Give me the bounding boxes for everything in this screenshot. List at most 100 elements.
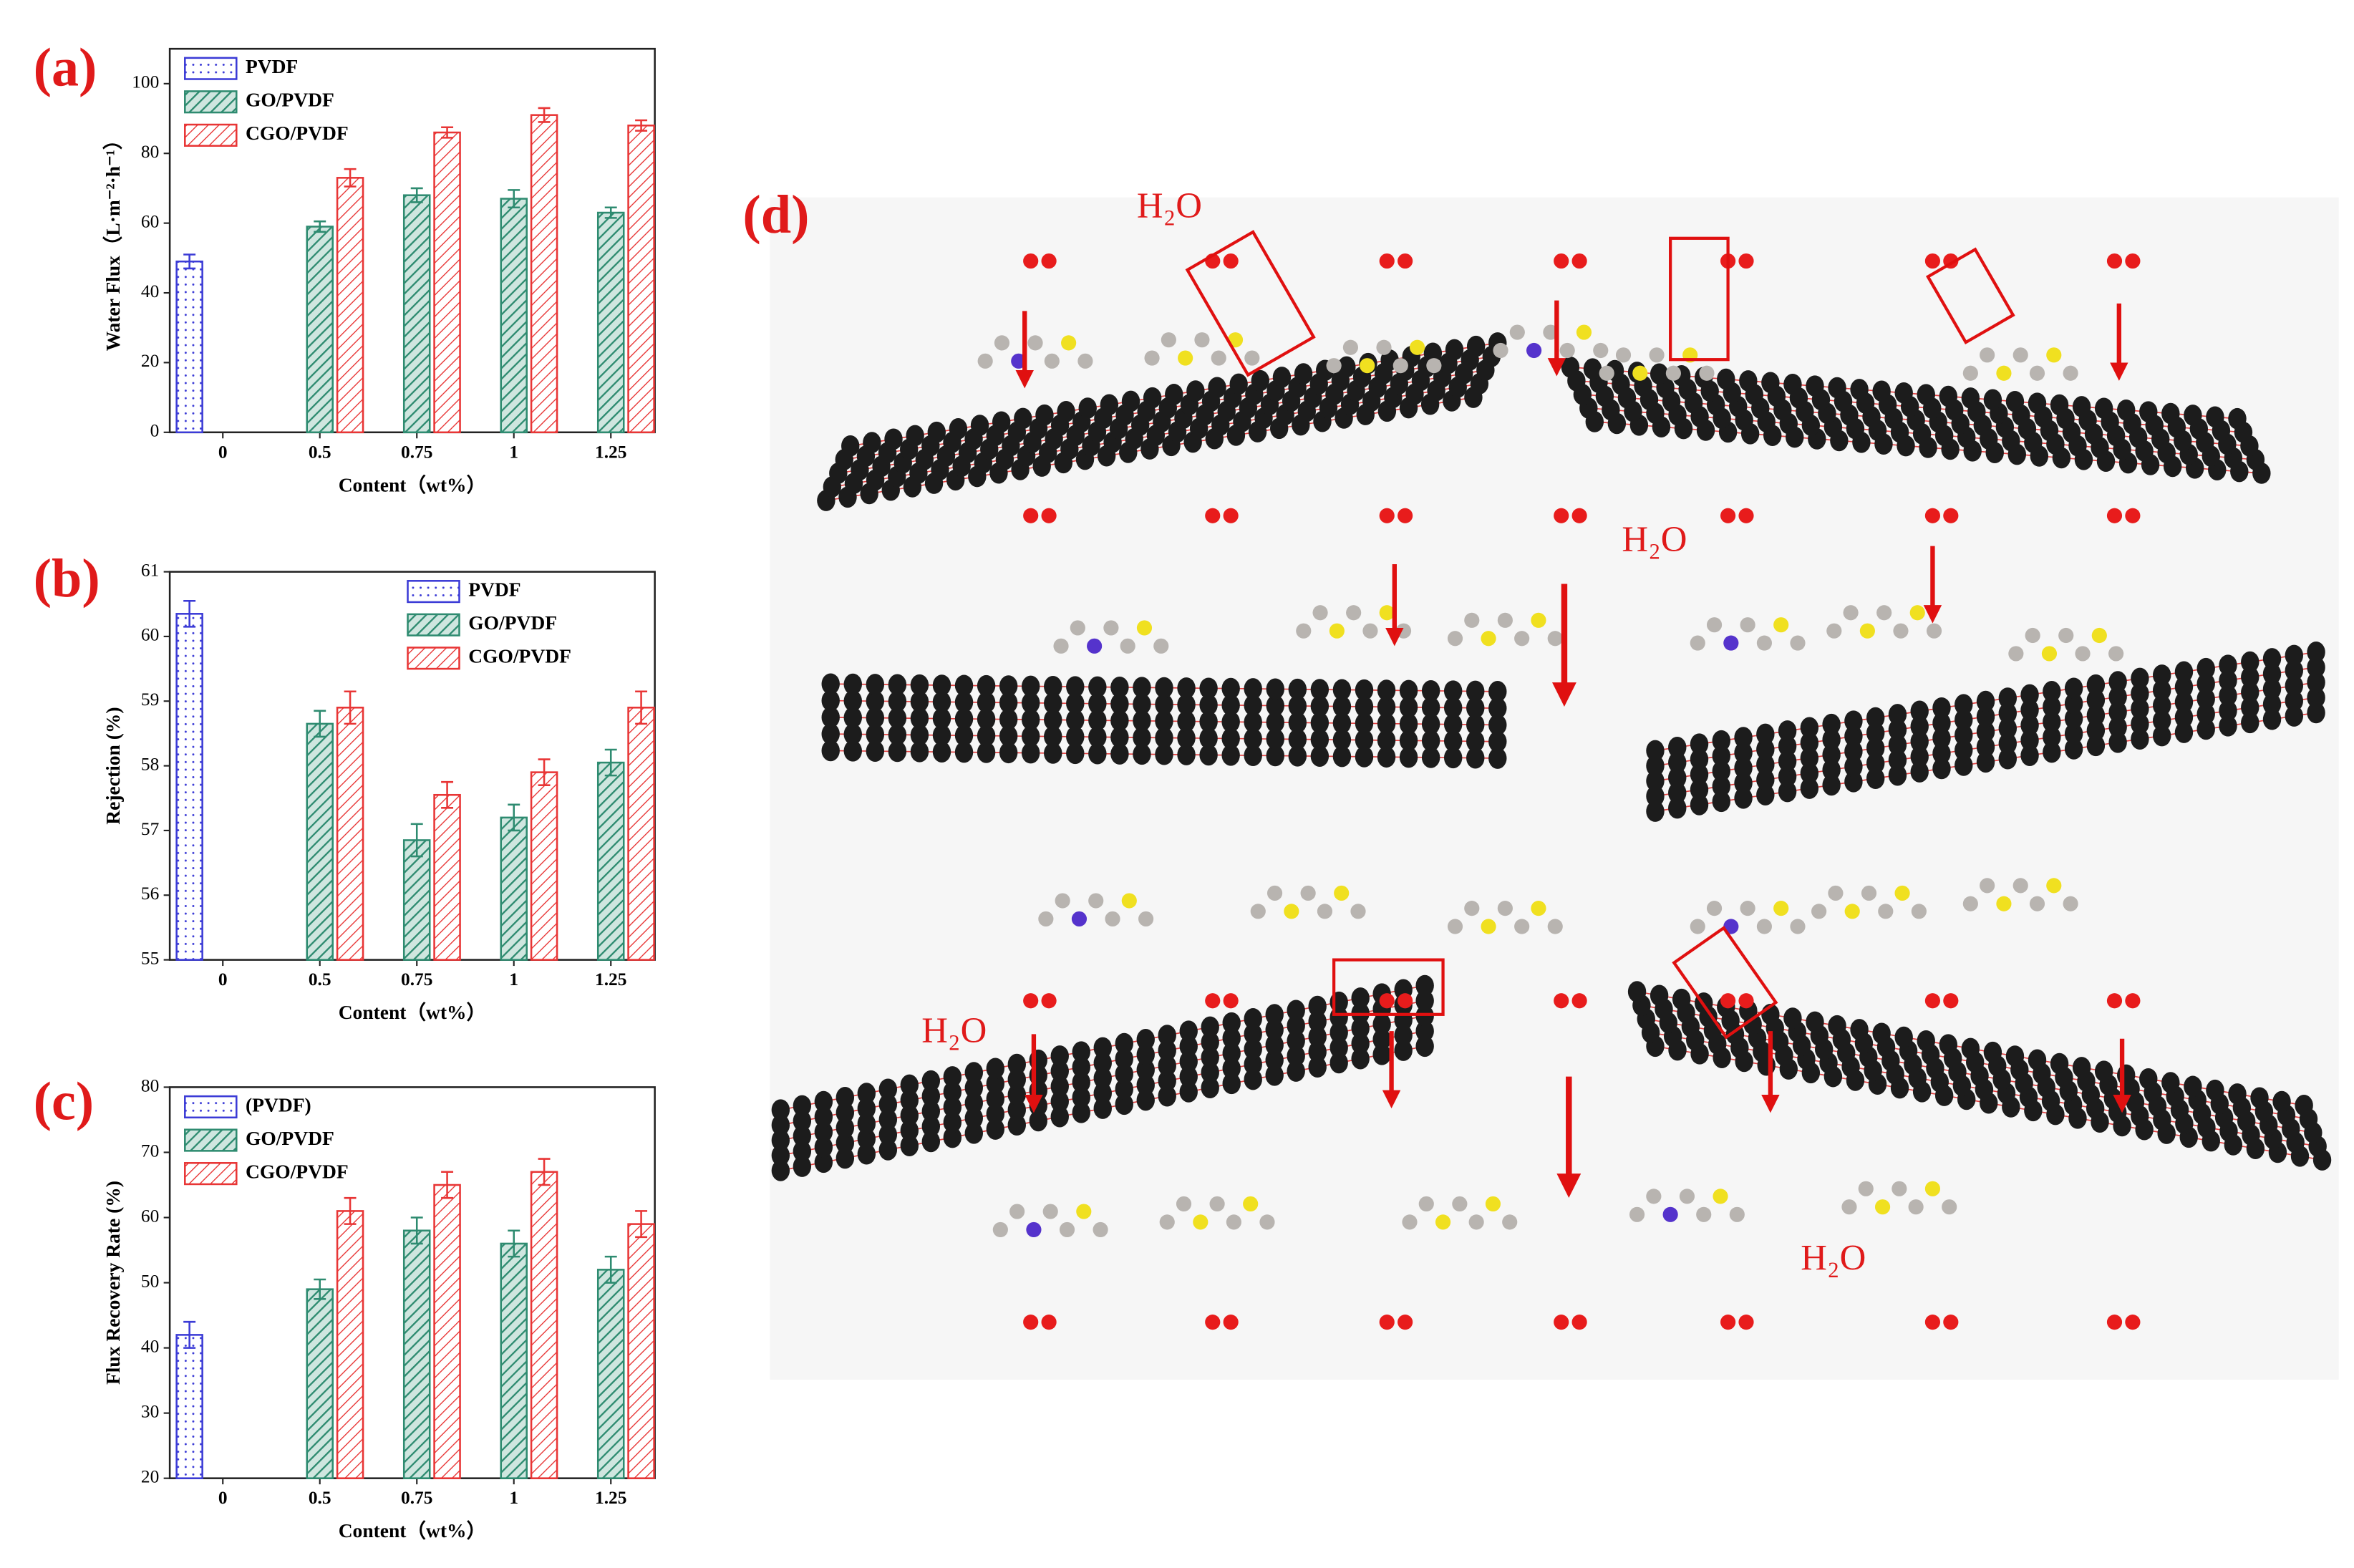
carbon-atom: [2262, 663, 2282, 684]
y-axis-label: Flux Recovery Rate (%): [102, 1181, 124, 1385]
error-bar: [314, 710, 326, 738]
panel-label: (c): [34, 1071, 95, 1131]
carbon-atom: [1265, 1064, 1284, 1086]
carbon-atom: [1415, 989, 1434, 1012]
carbon-atom: [986, 1088, 1004, 1110]
carbon-atom: [2196, 657, 2215, 679]
water-molecule: [1720, 993, 1736, 1009]
carbon-atom: [857, 1098, 876, 1120]
molecule-atom: [1980, 878, 1995, 894]
carbon-atom: [771, 1129, 790, 1151]
carbon-atom: [1690, 733, 1709, 755]
molecule-atom: [1826, 623, 1842, 639]
molecule-atom: [1194, 332, 1210, 348]
carbon-atom: [2241, 666, 2259, 688]
carbon-atom: [2228, 407, 2247, 430]
molecule-atom: [1844, 904, 1860, 919]
error-bar: [441, 780, 454, 809]
x-tick-label: 0.75: [401, 442, 432, 462]
carbon-atom: [1332, 679, 1352, 701]
water-molecule: [2125, 508, 2141, 523]
carbon-atom: [1244, 745, 1262, 766]
carbon-atom: [932, 741, 951, 763]
x-axis-label: Content（wt%）: [339, 1519, 486, 1542]
carbon-atom: [2064, 677, 2083, 700]
carbon-atom: [1399, 730, 1418, 752]
carbon-atom: [1756, 723, 1775, 745]
error-bar: [441, 126, 454, 139]
carbon-atom: [1850, 1019, 1869, 1040]
carbon-atom: [1351, 1032, 1370, 1055]
carbon-atom: [1222, 1012, 1241, 1034]
carbon-atom: [900, 1135, 919, 1156]
carbon-atom: [1690, 748, 1709, 770]
carbon-atom: [1014, 407, 1032, 430]
molecule-atom: [1892, 1181, 1907, 1196]
bar: [433, 793, 461, 961]
carbon-atom: [1208, 377, 1226, 399]
carbon-atom: [1244, 1008, 1262, 1030]
molecule-atom: [1756, 635, 1772, 651]
bar: [175, 260, 203, 434]
carbon-atom: [1351, 987, 1370, 1009]
molecule-atom: [1729, 1206, 1745, 1222]
carbon-atom: [1377, 746, 1396, 768]
carbon-atom: [1872, 1022, 1891, 1045]
carbon-atom: [1761, 372, 1780, 394]
water-molecule: [1554, 253, 1569, 269]
carbon-atom: [1844, 725, 1863, 747]
carbon-atom: [1288, 678, 1307, 700]
highlight-box: [1669, 236, 1730, 362]
carbon-atom: [2241, 651, 2259, 673]
error-bar: [604, 1255, 617, 1284]
carbon-atom: [2196, 673, 2215, 695]
carbon-atom: [2086, 735, 2106, 757]
molecule-atom: [1962, 896, 1978, 911]
carbon-atom: [2219, 700, 2237, 722]
carbon-atom: [1910, 715, 1929, 737]
molecule-atom: [2046, 347, 2062, 363]
carbon-atom: [986, 1118, 1004, 1140]
carbon-atom: [910, 674, 929, 696]
molecule-atom: [1773, 901, 1789, 916]
carbon-atom: [1308, 1026, 1327, 1047]
carbon-atom: [2020, 684, 2039, 706]
carbon-atom: [2307, 641, 2325, 663]
carbon-atom: [2184, 405, 2202, 426]
carbon-atom: [1115, 1063, 1133, 1085]
carbon-atom: [910, 724, 929, 746]
carbon-atom: [835, 1147, 855, 1169]
molecule-atom: [1615, 347, 1632, 363]
carbon-atom: [2152, 679, 2171, 701]
highlight-box: [1332, 958, 1445, 1016]
water-molecule: [1571, 508, 1587, 523]
carbon-atom: [1332, 745, 1352, 768]
carbon-atom: [1822, 774, 1841, 796]
carbon-atom: [1221, 727, 1240, 750]
carbon-atom: [835, 1087, 855, 1108]
carbon-atom: [1329, 1037, 1348, 1059]
molecule-atom: [2075, 646, 2091, 662]
carbon-atom: [1179, 1065, 1198, 1088]
carbon-atom: [2219, 684, 2237, 707]
carbon-atom: [1007, 1068, 1026, 1090]
molecule-atom: [1841, 1199, 1857, 1215]
carbon-atom: [1133, 677, 1151, 699]
carbon-atom: [1308, 1010, 1327, 1032]
molecule-atom: [1665, 365, 1681, 381]
carbon-atom: [1133, 710, 1151, 732]
water-molecule: [1223, 253, 1239, 269]
molecule-atom: [1447, 919, 1463, 934]
carbon-atom: [1955, 694, 1973, 716]
bar: [433, 131, 461, 434]
carbon-atom: [1756, 769, 1775, 790]
water-molecule: [1738, 993, 1754, 1009]
carbon-atom: [1088, 726, 1107, 748]
molecule-atom: [1723, 919, 1739, 934]
carbon-atom: [1155, 677, 1173, 699]
water-molecule: [2106, 1315, 2123, 1330]
carbon-atom: [1057, 401, 1075, 422]
carbon-atom: [977, 674, 996, 697]
molecule-atom: [1312, 605, 1328, 621]
carbon-atom: [1329, 1022, 1348, 1043]
